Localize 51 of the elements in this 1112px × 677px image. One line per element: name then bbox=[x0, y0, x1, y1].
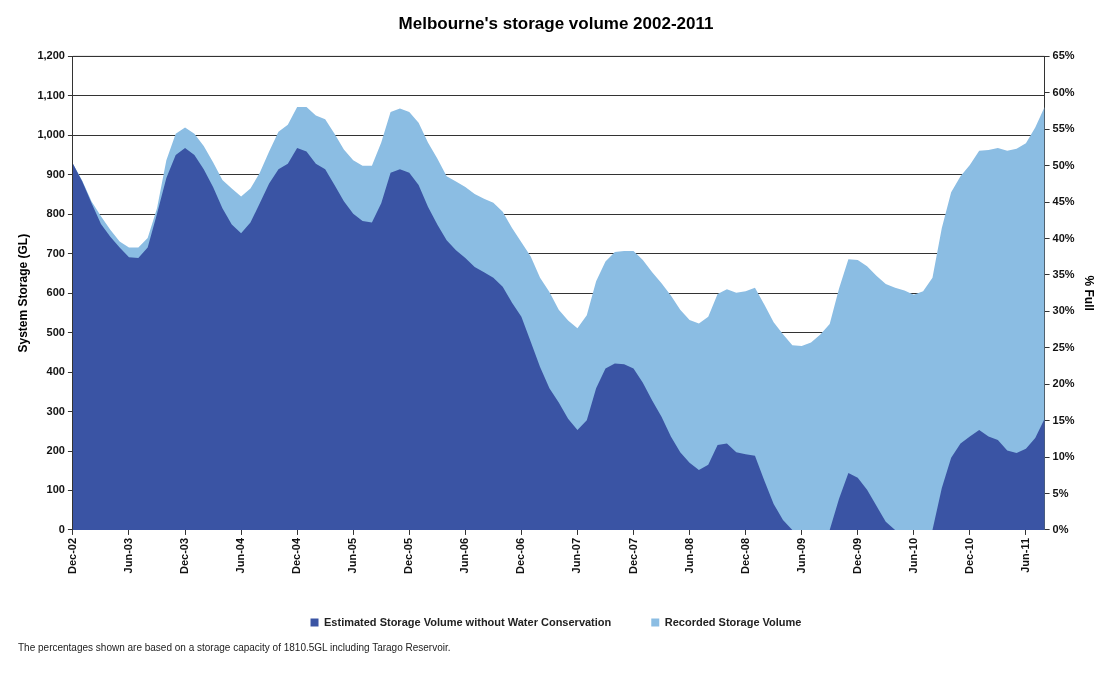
y2-tick-label: 50% bbox=[1052, 158, 1075, 171]
y2-tick-label: 25% bbox=[1052, 340, 1075, 353]
x-tick-label: Jun-07 bbox=[570, 537, 583, 574]
y-axis-title: System Storage (GL) bbox=[15, 233, 30, 353]
y2-tick-label: 20% bbox=[1052, 377, 1075, 390]
y2-tick-label: 65% bbox=[1052, 49, 1075, 62]
x-tick-label: Dec-06 bbox=[514, 537, 527, 574]
y-tick-label: 900 bbox=[46, 167, 65, 180]
x-tick-label: Jun-03 bbox=[122, 537, 135, 574]
x-tick-label: Jun-10 bbox=[906, 537, 919, 574]
y-tick-label: 1,200 bbox=[37, 49, 65, 62]
x-tick-label: Dec-09 bbox=[850, 537, 863, 574]
chart-title: Melbourne's storage volume 2002-2011 bbox=[398, 13, 714, 33]
y-tick-label: 1,100 bbox=[37, 88, 65, 101]
x-tick-label: Dec-03 bbox=[178, 537, 191, 574]
x-tick-label: Jun-08 bbox=[682, 537, 695, 574]
legend-label: Recorded Storage Volume bbox=[664, 615, 802, 628]
y2-tick-label: 35% bbox=[1052, 267, 1075, 280]
x-tick-label: Jun-05 bbox=[346, 537, 359, 574]
x-tick-label: Dec-04 bbox=[290, 537, 303, 574]
text: The percentages shown are based on a storage capacity of 1810.5GL including Tarago Reservoir. bbox=[17, 641, 452, 653]
y2-tick-label: 40% bbox=[1052, 231, 1075, 244]
x-tick-label: Dec-07 bbox=[626, 537, 639, 574]
legend-label: Estimated Storage Volume without Water Conservation bbox=[324, 615, 612, 628]
y-tick-label: 0 bbox=[58, 522, 65, 535]
y-tick-label: 700 bbox=[46, 246, 65, 259]
y2-tick-label: 5% bbox=[1052, 486, 1069, 499]
y2-axis-title: % Full bbox=[1082, 275, 1097, 311]
x-tick-label: Jun-11 bbox=[1018, 537, 1031, 573]
y2-tick-label: 55% bbox=[1052, 122, 1075, 135]
x-tick-label: Dec-10 bbox=[962, 537, 975, 574]
y2-tick-label: 15% bbox=[1052, 413, 1075, 426]
x-tick-label: Jun-04 bbox=[234, 537, 247, 574]
x-tick-label: Jun-06 bbox=[458, 537, 471, 574]
y2-tick-label: 60% bbox=[1052, 85, 1075, 98]
y2-tick-label: 0% bbox=[1052, 522, 1069, 535]
y-tick-label: 100 bbox=[46, 483, 65, 496]
y-tick-label: 200 bbox=[46, 444, 65, 457]
y-tick-label: 300 bbox=[46, 404, 65, 417]
y2-tick-label: 10% bbox=[1052, 450, 1075, 463]
y-tick-label: 800 bbox=[46, 207, 65, 220]
y-tick-label: 400 bbox=[46, 365, 65, 378]
y-tick-label: 1,000 bbox=[37, 128, 65, 141]
x-tick-label: Dec-05 bbox=[402, 537, 415, 574]
y2-tick-label: 45% bbox=[1052, 195, 1075, 208]
y-tick-label: 500 bbox=[46, 325, 65, 338]
x-tick-label: Dec-02 bbox=[65, 537, 78, 574]
y2-tick-label: 30% bbox=[1052, 304, 1075, 317]
y-tick-label: 600 bbox=[46, 286, 65, 299]
x-tick-label: Jun-09 bbox=[794, 537, 807, 574]
x-tick-label: Dec-08 bbox=[738, 537, 751, 574]
